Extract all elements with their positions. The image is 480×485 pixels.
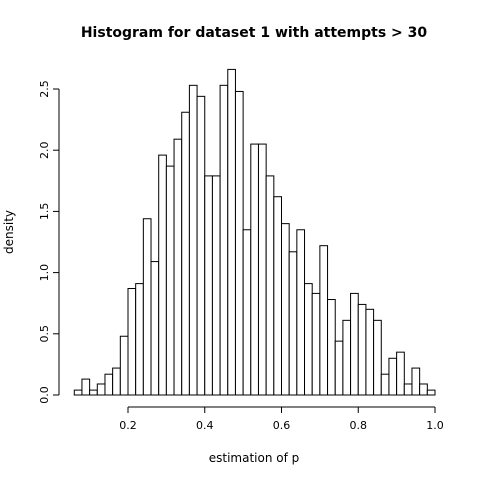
bars-group bbox=[73, 68, 436, 396]
histogram-bar bbox=[403, 383, 413, 396]
histogram-bar bbox=[135, 283, 144, 396]
histogram-bar bbox=[227, 68, 236, 396]
histogram-bar bbox=[411, 367, 421, 396]
histogram-bar bbox=[265, 175, 275, 396]
y-tick-label: 1.5 bbox=[38, 203, 51, 221]
histogram-bar bbox=[350, 292, 359, 396]
histogram-bar bbox=[112, 367, 121, 396]
histogram-bar bbox=[89, 389, 98, 396]
histogram-bar bbox=[96, 383, 106, 396]
histogram-bar bbox=[142, 218, 152, 396]
histogram-bar bbox=[342, 319, 352, 396]
histogram-bar bbox=[373, 319, 382, 396]
histogram-bar bbox=[334, 340, 344, 396]
histogram-bar bbox=[426, 389, 436, 396]
histogram-bar bbox=[380, 373, 390, 396]
histogram-bar bbox=[273, 196, 283, 396]
x-tick-label: 0.6 bbox=[273, 419, 291, 432]
histogram-bar bbox=[250, 143, 259, 396]
histogram-bar bbox=[296, 229, 306, 396]
y-tick-label: 0.0 bbox=[38, 386, 51, 404]
y-axis-label: density bbox=[2, 210, 16, 254]
histogram-bar bbox=[150, 261, 160, 396]
histogram-bar bbox=[327, 299, 336, 396]
histogram-bar bbox=[319, 245, 329, 396]
histogram-bar bbox=[204, 175, 213, 396]
histogram-bar bbox=[127, 288, 137, 396]
histogram-bar bbox=[304, 283, 313, 396]
histogram-bar bbox=[357, 303, 367, 396]
y-axis: 0.0 0.5 1.0 1.5 2.0 2.5 bbox=[38, 80, 60, 404]
histogram-bar bbox=[73, 389, 83, 396]
histogram-bar bbox=[311, 292, 321, 396]
histogram-bar bbox=[419, 383, 428, 396]
chart-title: Histogram for dataset 1 with attempts > … bbox=[81, 25, 428, 41]
y-tick-label: 2.0 bbox=[38, 141, 51, 159]
x-axis: 0.2 0.4 0.6 0.8 1.0 bbox=[119, 406, 444, 432]
y-tick-label: 0.5 bbox=[38, 325, 51, 343]
histogram-bar bbox=[288, 251, 298, 396]
histogram-bar bbox=[365, 308, 375, 396]
histogram-bar bbox=[281, 223, 290, 396]
x-tick-label: 0.2 bbox=[119, 419, 137, 432]
histogram-bar bbox=[119, 335, 129, 396]
histogram-bar bbox=[219, 84, 229, 396]
histogram-bar bbox=[181, 111, 190, 396]
x-tick-label: 0.8 bbox=[350, 419, 368, 432]
histogram-bar bbox=[81, 378, 91, 396]
histogram-bar bbox=[165, 165, 175, 396]
x-axis-label: estimation of p bbox=[209, 451, 300, 465]
histogram-bar bbox=[188, 84, 198, 396]
histogram-bar bbox=[388, 357, 398, 396]
x-tick-label: 0.4 bbox=[196, 419, 214, 432]
histogram-bar bbox=[211, 175, 221, 396]
histogram-bar bbox=[257, 143, 267, 396]
histogram-bar bbox=[104, 373, 114, 396]
histogram-bar bbox=[173, 138, 183, 396]
y-tick-label: 1.0 bbox=[38, 264, 51, 282]
histogram-bar bbox=[242, 229, 252, 396]
histogram-bar bbox=[396, 351, 405, 396]
histogram-bar bbox=[196, 95, 206, 396]
x-tick-label: 1.0 bbox=[426, 419, 444, 432]
histogram-bar bbox=[158, 154, 167, 396]
y-tick-label: 2.5 bbox=[38, 80, 51, 98]
histogram-bar bbox=[234, 90, 244, 396]
